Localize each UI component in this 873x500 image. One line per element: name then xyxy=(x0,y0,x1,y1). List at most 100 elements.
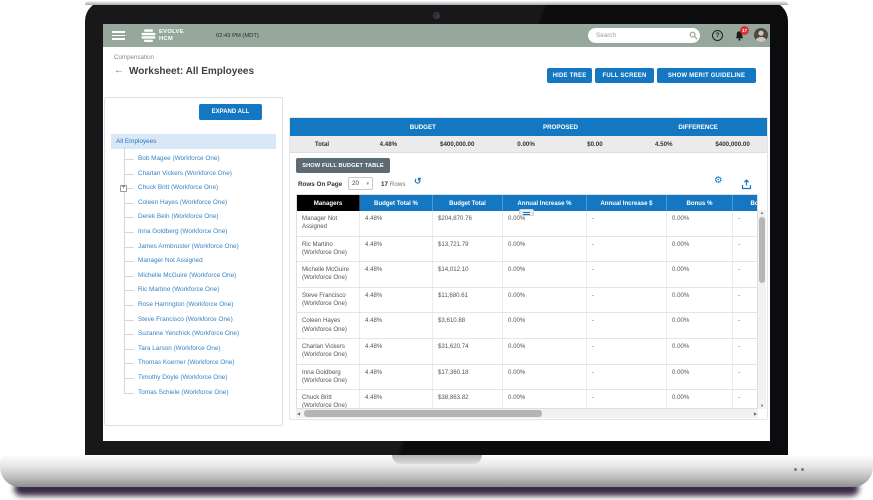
table-row[interactable]: Steve Francisco (Workforce One) 4.48% $1… xyxy=(297,287,757,314)
top-app-bar: EVOLVE HCM 02:43 PM (MDT) ? 17 xyxy=(103,24,770,47)
page-title: Worksheet: All Employees xyxy=(129,66,255,77)
vertical-scroll-thumb[interactable] xyxy=(759,217,765,283)
show-merit-guideline-button[interactable]: SHOW MERIT GUIDELINE xyxy=(657,68,756,83)
search-box[interactable] xyxy=(588,28,700,43)
tree-item[interactable]: Timothy Doyle (Workforce One) xyxy=(111,371,280,386)
cell-budget-total: $38,863.82 xyxy=(433,390,503,408)
col-budget-total-pct[interactable]: Budget Total % xyxy=(360,195,433,211)
horizontal-scrollbar[interactable]: ◀ ▶ xyxy=(296,409,758,418)
cell-budget-total: $11,680.61 xyxy=(433,287,503,313)
tree-item[interactable]: + Chuck Britt (Workforce One) xyxy=(111,181,280,196)
summary-col-proposed: PROPOSED xyxy=(542,123,579,131)
user-avatar[interactable] xyxy=(754,28,768,42)
cell-annual-increase-pct: 0.00% xyxy=(503,287,587,313)
full-screen-button[interactable]: FULL SCREEN xyxy=(595,68,654,83)
tree-item[interactable]: Tara Larson (Workforce One) xyxy=(111,342,280,357)
cell-manager: Charlan Vickers (Workforce One) xyxy=(297,338,360,364)
scroll-left-icon[interactable]: ◀ xyxy=(297,411,301,416)
horizontal-scroll-thumb[interactable] xyxy=(304,410,542,417)
tree-item[interactable]: James Armbruster (Workforce One) xyxy=(111,240,280,255)
tree-item[interactable]: Manager Not Assigned xyxy=(111,254,280,269)
tree-item[interactable]: Ric Martino (Workforce One) xyxy=(111,283,280,298)
scroll-up-icon[interactable]: ▲ xyxy=(760,210,764,215)
col-bonus-pct[interactable]: Bonus % xyxy=(667,195,733,211)
cell-bonus-amt: - xyxy=(733,262,757,287)
menu-hamburger-icon[interactable] xyxy=(112,31,125,40)
cell-budget-total-pct: 4.48% xyxy=(360,211,433,236)
table-row[interactable]: Michelle McGuire (Workforce One) 4.48% $… xyxy=(297,262,757,288)
gear-icon[interactable]: ⚙ xyxy=(714,175,723,186)
cell-bonus-amt: - xyxy=(733,313,757,338)
search-input[interactable] xyxy=(596,32,688,39)
cell-annual-increase-amt: - xyxy=(587,390,667,408)
table-row[interactable]: Manager Not Assigned 4.48% $204,870.76 0… xyxy=(297,211,757,237)
table-row[interactable]: Ric Martino (Workforce One) 4.48% $13,72… xyxy=(297,236,757,263)
cell-annual-increase-pct: 0.00% xyxy=(503,364,587,390)
back-arrow-icon[interactable]: ← xyxy=(114,65,124,76)
expand-plus-icon[interactable]: + xyxy=(120,184,127,192)
expand-all-button[interactable]: EXPAND ALL xyxy=(199,104,262,120)
cell-annual-increase-amt: - xyxy=(587,313,667,338)
cell-manager: Inna Goldberg (Workforce One) xyxy=(297,364,360,390)
col-budget-total[interactable]: Budget Total xyxy=(433,195,503,211)
row-count-text: 17 Rows xyxy=(381,181,406,188)
tree-item[interactable]: Rose Harrington (Workforce One) xyxy=(111,298,280,313)
table-row[interactable]: Charlan Vickers (Workforce One) 4.48% $3… xyxy=(297,338,757,365)
tree-root-all-employees[interactable]: All Employees xyxy=(111,134,276,149)
tree-item[interactable]: Charlan Vickers (Workforce One) xyxy=(111,167,280,182)
tree-item[interactable]: Suzanne Yenchick (Workforce One) xyxy=(111,327,280,342)
summary-col-budget: BUDGET xyxy=(409,123,436,131)
cell-budget-total: $204,870.76 xyxy=(433,211,503,236)
tree-item-label: Ric Martino (Workforce One) xyxy=(138,286,220,294)
chevron-down-icon: ▾ xyxy=(366,180,369,187)
col-annual-increase-amt[interactable]: Annual Increase $ xyxy=(587,195,667,211)
tree-item-label: James Armbruster (Workforce One) xyxy=(138,242,239,250)
search-icon[interactable] xyxy=(689,31,698,40)
base-indicator-dot xyxy=(801,468,804,471)
col-annual-increase-pct[interactable]: Annual Increase % xyxy=(503,195,587,211)
tree-item-label: Inna Goldberg (Workforce One) xyxy=(138,227,228,235)
scroll-down-icon[interactable]: ▼ xyxy=(760,403,764,408)
tree-item[interactable]: Inna Goldberg (Workforce One) xyxy=(111,225,280,240)
cell-annual-increase-amt: - xyxy=(587,287,667,313)
cell-budget-total-pct: 4.48% xyxy=(360,262,433,287)
scroll-right-icon[interactable]: ▶ xyxy=(753,411,757,416)
tree-item[interactable]: Steve Francisco (Workforce One) xyxy=(111,313,280,328)
tree-item[interactable]: Derek Bein (Workforce One) xyxy=(111,210,280,225)
breadcrumb: Compensation xyxy=(114,54,154,61)
tree-item[interactable]: Tomas Schiele (Workforce One) xyxy=(111,386,280,401)
difference-amount: $400,000.00 xyxy=(715,140,750,148)
col-managers[interactable]: Managers xyxy=(297,195,360,211)
cell-annual-increase-pct: 0.00% xyxy=(503,313,587,338)
table-row[interactable]: Chuck Britt (Workforce One) 4.48% $38,86… xyxy=(297,390,757,408)
cell-annual-increase-pct: 0.00% xyxy=(503,338,587,364)
export-icon[interactable] xyxy=(741,177,752,195)
refresh-icon[interactable]: ↺ xyxy=(414,176,422,186)
cell-bonus-pct: 0.00% xyxy=(667,287,733,313)
evolve-logo-icon xyxy=(141,29,156,42)
cell-budget-total-pct: 4.48% xyxy=(360,236,433,262)
tree-item[interactable]: Thomas Koerner (Workforce One) xyxy=(111,356,280,371)
proposed-percent: 0.00% xyxy=(517,140,535,148)
hide-tree-button[interactable]: HIDE TREE xyxy=(547,68,592,83)
help-icon[interactable]: ? xyxy=(712,30,723,41)
vertical-scrollbar[interactable]: ▲ ▼ xyxy=(758,210,766,409)
tree-item[interactable]: Coleen Hayes (Workforce One) xyxy=(111,196,280,211)
col-bonus-amt[interactable]: Bonus $ xyxy=(733,195,757,211)
tree-connector-line xyxy=(124,148,125,393)
tree-item[interactable]: Michelle McGuire (Workforce One) xyxy=(111,269,280,284)
cell-bonus-pct: 0.00% xyxy=(667,236,733,262)
managers-table-body: Manager Not Assigned 4.48% $204,870.76 0… xyxy=(297,211,757,408)
table-row[interactable]: Coleen Hayes (Workforce One) 4.48% $3,61… xyxy=(297,313,757,339)
column-menu-icon[interactable] xyxy=(519,209,534,216)
show-full-budget-table-button[interactable]: SHOW FULL BUDGET TABLE xyxy=(296,158,390,173)
tree-item[interactable]: Bob Magee (Workforce One) xyxy=(111,152,280,167)
cell-annual-increase-amt: - xyxy=(587,338,667,364)
page-size-dropdown[interactable]: 20 ▾ xyxy=(348,177,373,190)
cell-budget-total-pct: 4.48% xyxy=(360,338,433,364)
table-row[interactable]: Inna Goldberg (Workforce One) 4.48% $17,… xyxy=(297,364,757,391)
tree-item-label: Charlan Vickers (Workforce One) xyxy=(138,169,232,177)
summary-col-difference: DIFFERENCE xyxy=(678,123,718,131)
cell-manager: Steve Francisco (Workforce One) xyxy=(297,287,360,313)
